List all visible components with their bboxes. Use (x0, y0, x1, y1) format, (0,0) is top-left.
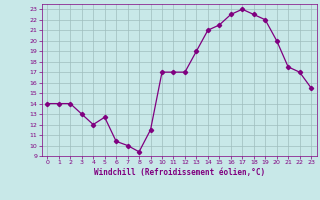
X-axis label: Windchill (Refroidissement éolien,°C): Windchill (Refroidissement éolien,°C) (94, 168, 265, 177)
